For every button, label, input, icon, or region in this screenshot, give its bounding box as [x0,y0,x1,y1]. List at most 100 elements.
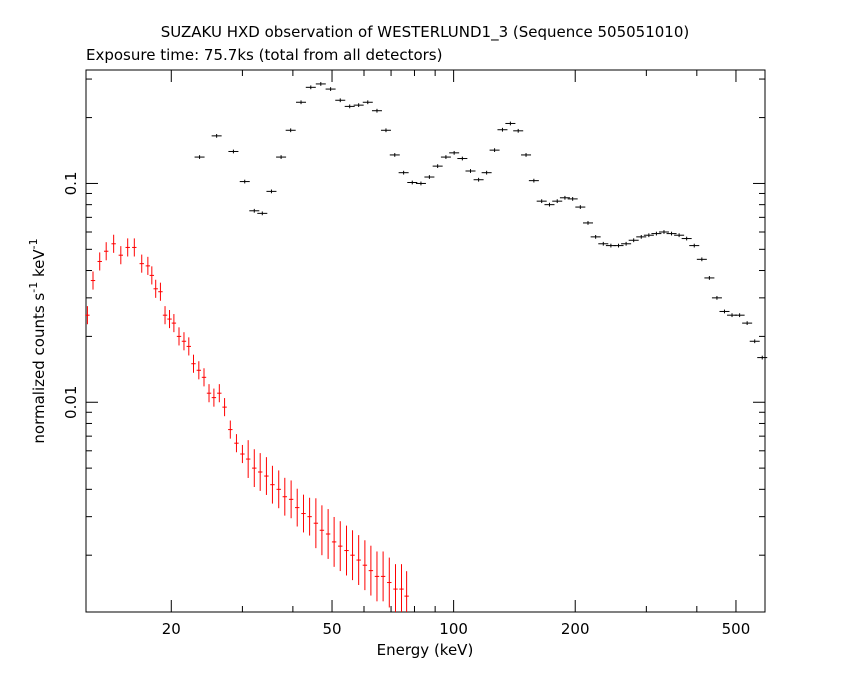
data-point [374,551,380,602]
data-point [449,150,460,155]
data-point [186,337,191,356]
data-point [245,440,251,478]
data-point [276,155,287,159]
data-point [432,164,443,169]
data-point [206,384,212,403]
data-point [217,384,222,403]
data-point [201,368,207,387]
data-point [457,156,468,161]
x-axis: 20 50 100 200 500 [162,70,751,638]
data-point [167,310,172,329]
data-point [319,505,325,556]
data-point [353,103,364,108]
data-point [399,564,404,612]
data-point [194,155,205,159]
data-point [590,234,601,239]
data-point [90,271,96,290]
data-point [211,388,217,407]
data-point [404,571,409,612]
x-tick-label: 50 [322,620,341,638]
data-point [734,313,745,318]
data-point [415,181,426,186]
data-point [407,180,418,185]
data-point [338,521,343,572]
data-point [305,85,316,90]
data-point [325,509,331,559]
data-point [362,100,373,105]
data-point [521,153,532,157]
data-point [103,242,109,261]
data-point [497,127,508,132]
data-point [689,243,700,248]
data-point [757,355,768,360]
data-point [393,564,398,612]
data-point [465,169,476,173]
data-point [296,100,307,105]
data-point [582,221,593,225]
x-tick-label: 20 [162,620,181,638]
data-point [696,257,707,262]
data-point [505,121,516,126]
data-point [211,133,222,138]
data-point [162,306,168,325]
data-point [282,477,288,516]
data-point [145,256,151,275]
data-point [528,178,539,183]
chart-subtitle: Exposure time: 75.7ks (total from all de… [86,46,442,64]
series-red-points [85,234,409,612]
data-point [371,108,382,113]
data-point [704,276,715,280]
data-point [362,540,368,591]
data-point [719,309,730,314]
data-point [350,530,355,581]
data-point [270,465,275,504]
data-point [285,128,296,133]
data-point [276,470,281,509]
data-point [228,420,233,439]
data-point [171,314,177,333]
data-point [301,494,306,533]
data-point [264,457,269,495]
data-point [666,231,677,236]
data-point [489,148,500,153]
data-point [749,339,760,344]
y-axis-label: normalized counts s-1 keV-1 [27,238,48,443]
y-axis: 0.01 0.1 [62,78,765,556]
data-point [621,241,632,246]
data-point [368,545,374,596]
data-point [315,82,326,86]
data-point [266,189,277,194]
data-point [85,306,90,325]
data-point [228,149,239,154]
data-point [567,197,578,201]
data-point [380,128,391,133]
data-point [149,266,155,285]
data-point [335,98,346,103]
data-point [636,234,647,239]
y-tick-label: 0.01 [62,386,80,419]
data-point [344,104,355,109]
data-point [158,282,163,301]
data-point [559,195,570,200]
data-point [249,208,260,213]
data-point [440,155,451,159]
data-point [473,177,484,182]
data-point [196,361,202,380]
data-point [331,516,337,567]
chart-title: SUZAKU HXD observation of WESTERLUND1_3 … [161,23,690,42]
data-point [313,498,319,549]
data-point [111,234,116,253]
data-point [380,551,386,602]
data-point [398,170,409,175]
x-tick-label: 500 [722,620,751,638]
y-axis-label-main: normalized counts s [30,293,48,444]
series-black-points [194,82,768,360]
data-point [288,480,294,519]
data-point [325,87,336,91]
data-point [191,354,196,373]
data-point [257,453,263,491]
data-point [628,238,639,243]
x-tick-label: 200 [561,620,590,638]
data-point [742,321,753,325]
